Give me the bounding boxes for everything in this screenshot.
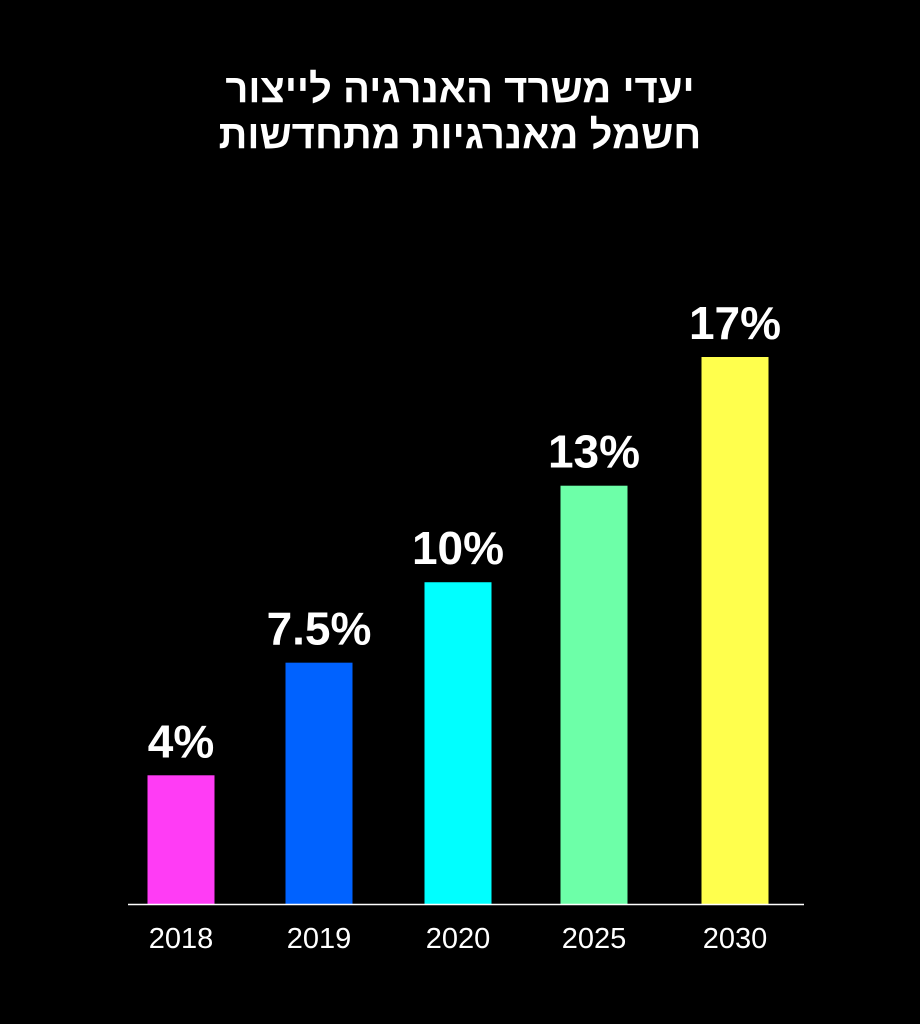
value-label-2030: 17%: [689, 297, 781, 349]
value-labels-group: 4% 7.5% 10% 13% 17%: [148, 297, 781, 767]
x-tick-label-2019: 2019: [287, 923, 352, 955]
x-tick-labels-group: 2018 2019 2020 2025 2030: [149, 923, 768, 955]
x-tick-label-2020: 2020: [426, 923, 491, 955]
bar-2019: [285, 662, 353, 904]
chart-title: יעדי משרד האנרגיה לייצור חשמל מאנרגיות מ…: [0, 66, 920, 158]
value-label-2025: 13%: [548, 426, 640, 478]
chart-title-line-1: יעדי משרד האנרגיה לייצור: [225, 67, 695, 111]
value-label-2019: 7.5%: [267, 603, 372, 655]
value-label-2018: 4%: [148, 715, 214, 767]
x-tick-label-2025: 2025: [562, 923, 627, 955]
value-label-2020: 10%: [412, 522, 504, 574]
x-tick-label-2018: 2018: [149, 923, 214, 955]
bars-group: [147, 357, 769, 904]
x-tick-label-2030: 2030: [703, 923, 768, 955]
bar-2025: [560, 485, 628, 904]
bar-2030: [701, 357, 769, 904]
bar-2018: [147, 775, 215, 904]
chart-title-line-2: חשמל מאנרגיות מתחדשות: [218, 113, 702, 157]
bar-2020: [424, 582, 492, 904]
